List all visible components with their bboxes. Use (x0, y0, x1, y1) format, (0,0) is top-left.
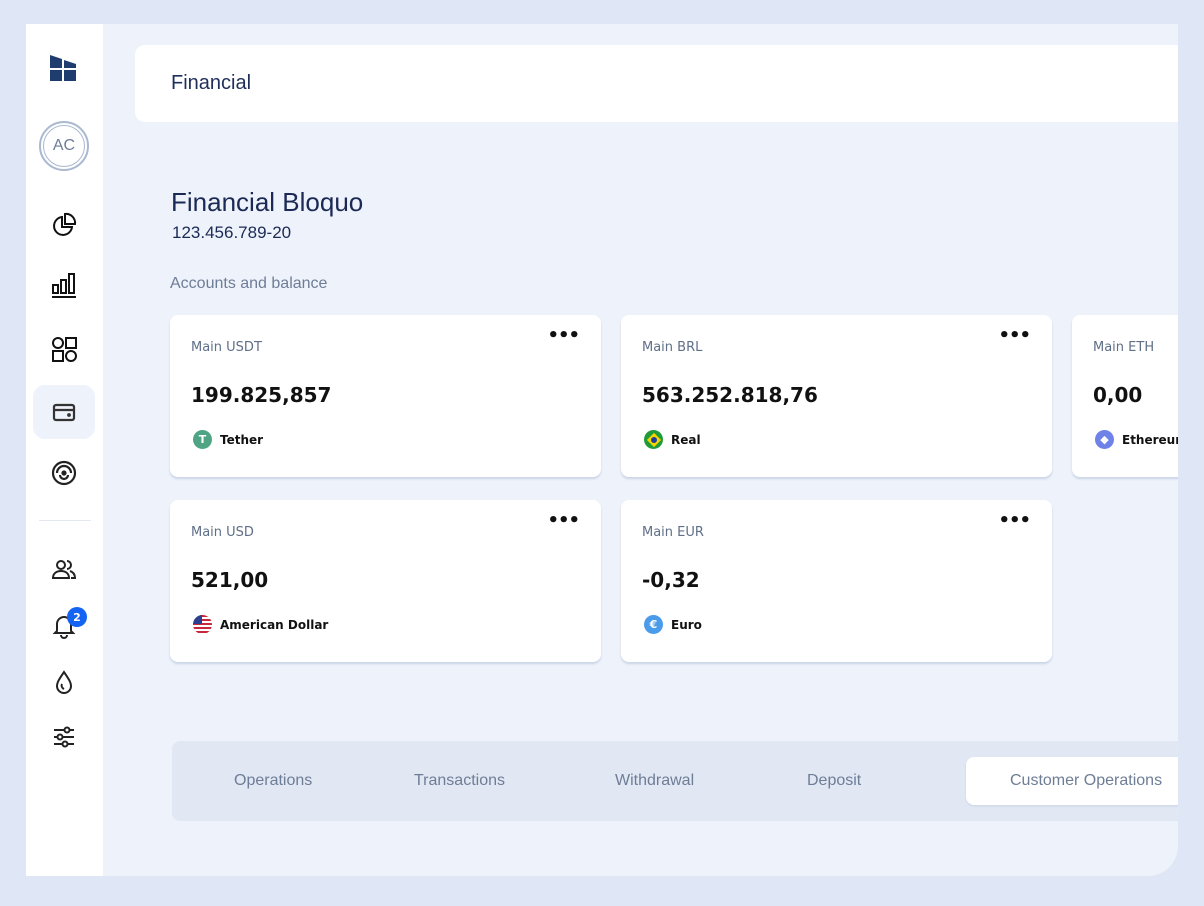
tab-deposit[interactable]: Deposit (807, 772, 862, 789)
avatar[interactable]: AC (39, 121, 89, 171)
sidebar-item-users[interactable] (33, 543, 95, 597)
brazil-flag-icon (644, 430, 663, 449)
sidebar-item-radar[interactable] (33, 446, 95, 500)
account-balance: -0,32 (642, 568, 700, 592)
account-currency: American Dollar (193, 615, 328, 634)
tab-bar: Operations Transactions Withdrawal Depos… (172, 741, 1178, 821)
account-card[interactable]: Main ETH ••• 0,00 ◆Ethereum (1072, 315, 1178, 477)
tab-customer-operations[interactable]: Customer Operations (966, 757, 1178, 805)
account-balance: 199.825,857 (191, 383, 332, 407)
bar-chart-icon (52, 273, 76, 298)
sidebar-divider (39, 520, 91, 521)
ethereum-icon: ◆ (1095, 430, 1114, 449)
account-name: Main USD (191, 525, 254, 540)
radar-icon (51, 460, 77, 486)
account-currency: Real (644, 430, 701, 449)
sidebar-item-settings[interactable] (33, 710, 95, 764)
more-options-button[interactable]: ••• (998, 510, 1031, 531)
notification-badge: 2 (67, 607, 87, 627)
currency-name: Ethereum (1122, 432, 1178, 447)
logo[interactable] (33, 42, 95, 96)
currency-name: Tether (220, 432, 264, 447)
tether-icon: T (193, 430, 212, 449)
page-title: Financial (171, 72, 252, 94)
company-name: Financial Bloquo (171, 187, 364, 217)
account-card[interactable]: Main USDT ••• 199.825,857 T Tether (170, 315, 601, 477)
account-card[interactable]: Main USD ••• 521,00 American Dollar (170, 500, 601, 662)
account-currency: T Tether (193, 430, 263, 449)
tab-operations[interactable]: Operations (234, 772, 313, 789)
account-currency: ◆ Ethereum (1095, 430, 1178, 449)
sidebar-item-wallet[interactable] (33, 385, 95, 439)
sliders-icon (54, 726, 74, 748)
wallet-icon (52, 403, 76, 422)
account-currency: € Euro (644, 615, 702, 634)
pie-chart-icon (53, 212, 77, 236)
currency-name: Real (671, 432, 701, 447)
account-balance: 0,00 (1093, 383, 1143, 407)
more-options-button[interactable]: ••• (547, 325, 580, 346)
us-flag-icon (193, 615, 212, 634)
sidebar: AC 2 (26, 24, 103, 876)
currency-name: American Dollar (220, 617, 329, 632)
more-options-button[interactable]: ••• (998, 325, 1031, 346)
euro-icon: € (644, 615, 663, 634)
company-document: 123.456.789-20 (172, 223, 292, 242)
sidebar-item-apps[interactable] (33, 322, 95, 376)
currency-name: Euro (671, 617, 702, 632)
sidebar-item-notifications[interactable] (33, 598, 95, 652)
users-icon (51, 560, 77, 579)
more-options-button[interactable]: ••• (547, 510, 580, 531)
app-frame: AC 2 Financial Financial Bloquo 123.456.… (26, 24, 1178, 876)
account-balance: 563.252.818,76 (642, 383, 818, 407)
account-name: Main EUR (642, 525, 704, 540)
sidebar-item-liquidity[interactable] (33, 656, 95, 710)
logo-icon (50, 55, 76, 81)
drop-icon (55, 670, 73, 694)
account-card[interactable]: Main EUR ••• -0,32 € Euro (621, 500, 1052, 662)
section-label: Accounts and balance (170, 275, 328, 292)
tab-withdrawal[interactable]: Withdrawal (615, 772, 695, 789)
sidebar-item-dashboard[interactable] (33, 198, 95, 252)
account-balance: 521,00 (191, 568, 269, 592)
page-header: Financial (135, 45, 1178, 122)
sidebar-item-reports[interactable] (33, 258, 95, 312)
account-card[interactable]: Main BRL ••• 563.252.818,76 Real (621, 315, 1052, 477)
account-name: Main ETH (1093, 340, 1155, 355)
apps-icon (52, 337, 77, 362)
account-name: Main BRL (642, 340, 703, 355)
account-name: Main USDT (191, 340, 262, 355)
tab-transactions[interactable]: Transactions (414, 772, 505, 789)
